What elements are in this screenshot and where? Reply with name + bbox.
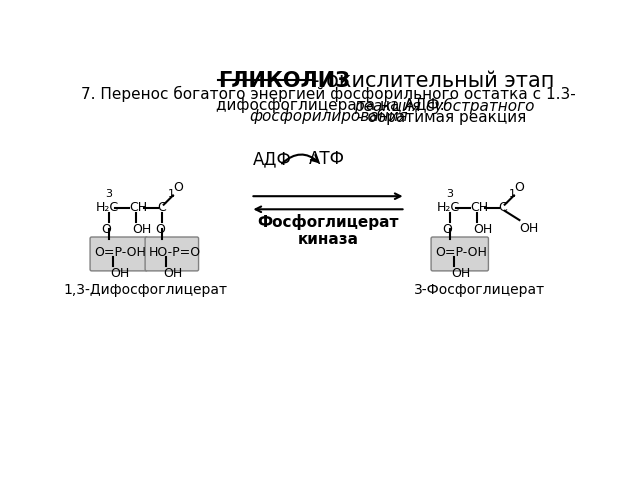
Text: OH: OH (520, 222, 539, 235)
Text: OH: OH (474, 223, 493, 236)
Text: 1: 1 (168, 189, 175, 199)
Text: реакция субстратного: реакция субстратного (353, 97, 534, 114)
Text: дифосфоглицерата на АДФ:: дифосфоглицерата на АДФ: (216, 97, 449, 113)
Text: OH: OH (110, 267, 129, 280)
Text: OH: OH (451, 267, 470, 280)
Text: CH: CH (129, 201, 147, 214)
FancyBboxPatch shape (145, 237, 198, 271)
Text: 1: 1 (509, 189, 516, 199)
Text: - окислительный этап: - окислительный этап (312, 71, 555, 91)
Text: O: O (173, 181, 183, 194)
Text: O=P-OH: O=P-OH (436, 246, 488, 259)
Text: 3: 3 (446, 189, 453, 199)
Text: OH: OH (132, 223, 152, 236)
Text: CH: CH (470, 201, 488, 214)
Text: 3-Фосфоглицерат: 3-Фосфоглицерат (413, 283, 545, 297)
FancyArrowPatch shape (282, 155, 318, 164)
Text: Фосфоглицерат
киназа: Фосфоглицерат киназа (257, 214, 399, 247)
Text: - обратимая реакция: - обратимая реакция (358, 109, 527, 125)
Text: O: O (101, 223, 111, 236)
Text: O: O (514, 181, 524, 194)
FancyBboxPatch shape (431, 237, 488, 271)
Text: 7. Перенос богатого энергией фосфорильного остатка с 1.3-: 7. Перенос богатого энергией фосфорильно… (81, 86, 575, 102)
Text: O: O (442, 223, 452, 236)
Text: 3: 3 (105, 189, 112, 199)
Text: C: C (157, 201, 166, 214)
Text: HO-P=O: HO-P=O (149, 246, 201, 259)
Text: H₂C: H₂C (95, 201, 118, 214)
Text: АТФ: АТФ (308, 150, 344, 168)
Text: C: C (499, 201, 508, 214)
Text: OH: OH (163, 267, 182, 280)
Text: O=P-OH: O=P-OH (95, 246, 147, 259)
Text: ГЛИКОЛИЗ: ГЛИКОЛИЗ (218, 71, 350, 91)
Text: АДФ: АДФ (253, 150, 292, 168)
Text: O: O (155, 223, 164, 236)
Text: 1,3-Дифосфоглицерат: 1,3-Дифосфоглицерат (64, 283, 228, 297)
Text: фосфорилирования: фосфорилирования (249, 109, 408, 124)
Text: H₂C: H₂C (436, 201, 460, 214)
FancyBboxPatch shape (90, 237, 147, 271)
